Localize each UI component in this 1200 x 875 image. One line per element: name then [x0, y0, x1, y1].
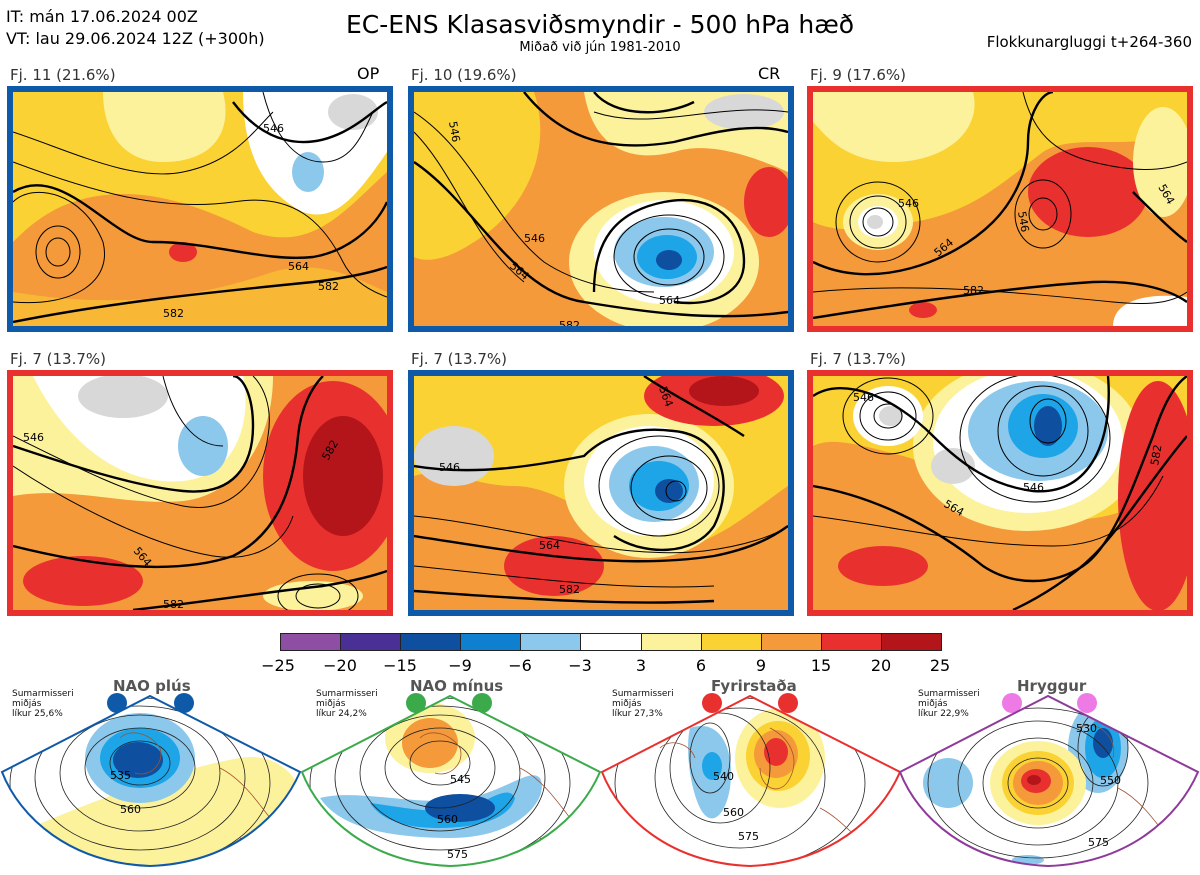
- regime-4-note: Sumarmisseri miðjás líkur 22,9%: [918, 689, 980, 719]
- regime-2-map: 545 560 575: [300, 688, 602, 871]
- regime-3-title: Fyrirstaða: [711, 677, 797, 695]
- regime-4-contour-b: 550: [1100, 774, 1121, 787]
- regime-1-title: NAO plús: [113, 677, 191, 695]
- panel-4-label: Fj. 7 (13.7%): [10, 350, 106, 368]
- colorbar-swatch: [641, 634, 702, 650]
- regime-3-map: 540 560 575: [600, 688, 902, 871]
- colorbar-swatch: [461, 634, 522, 650]
- panel-1-contour-546: 546: [263, 122, 284, 135]
- colorbar-swatch: [521, 634, 582, 650]
- panel-3-contour-546a: 546: [898, 197, 919, 210]
- colorbar-tick: −15: [383, 656, 417, 675]
- regime-2-contour-b: 560: [437, 813, 458, 826]
- page-title: EC-ENS Klasasviðsmyndir - 500 hPa hæð: [345, 10, 855, 39]
- colorbar-swatch: [821, 634, 882, 650]
- colorbar-tick: 9: [755, 656, 767, 675]
- panel-6-contour-546b: 546: [1023, 481, 1044, 494]
- colorbar-tick: −9: [448, 656, 472, 675]
- colorbar-tick: 3: [635, 656, 647, 675]
- valid-time: VT: lau 29.06.2024 12Z (+300h): [6, 29, 265, 48]
- regime-1-map: 535 560: [0, 688, 302, 871]
- colorbar-tick: −20: [323, 656, 357, 675]
- panel-6-contour-582: 582: [1148, 444, 1164, 467]
- regime-3-contour-c: 575: [738, 830, 759, 843]
- panel-2-contour-582: 582: [559, 319, 580, 326]
- regime-4-title: Hryggur: [1017, 677, 1087, 695]
- panel-3-contour-546b: 546: [1015, 210, 1031, 233]
- regime-2-contour-c: 575: [447, 848, 468, 861]
- regime-1-contour-a: 535: [110, 769, 131, 782]
- panel-1-label: Fj. 11 (21.6%): [10, 66, 116, 84]
- cluster-map-2: 546 546 564 564 582: [408, 86, 794, 332]
- panel-4-contour-582b: 582: [163, 598, 184, 610]
- regime-1-note: Sumarmisseri miðjás líkur 25,6%: [12, 689, 74, 719]
- regime-2-contour-a: 545: [450, 773, 471, 786]
- panel-3-contour-582: 582: [963, 284, 984, 297]
- colorbar-swatch: [881, 634, 942, 650]
- colorbar-tick: 6: [695, 656, 707, 675]
- panel-2-label: Fj. 10 (19.6%): [411, 66, 517, 84]
- panel-1-contour-564: 564: [288, 260, 309, 273]
- regime-4-marker: [1002, 693, 1022, 713]
- panel-5-contour-546: 546: [439, 461, 460, 474]
- page-subtitle: Miðað við jún 1981-2010: [519, 40, 681, 55]
- regime-4-contour-a: 530: [1076, 722, 1097, 735]
- regime-2-marker: [406, 693, 426, 713]
- colorbar-swatch: [581, 634, 642, 650]
- panel-2-contour-546a: 546: [446, 120, 462, 143]
- colorbar-tick: 20: [870, 656, 892, 675]
- colorbar-tick: 15: [810, 656, 832, 675]
- regime-4-marker: [1077, 693, 1097, 713]
- colorbar-swatch: [401, 634, 462, 650]
- header-info: IT: mán 17.06.2024 00Z VT: lau 29.06.202…: [6, 6, 265, 50]
- cluster-map-4: 546 564 582 582: [7, 370, 393, 616]
- panel-5-contour-582: 582: [559, 583, 580, 596]
- regime-2-title: NAO mínus: [410, 677, 504, 695]
- panel-2-contour-546b: 546: [524, 232, 545, 245]
- panel-1-contour-582a: 582: [318, 280, 339, 293]
- initial-time: IT: mán 17.06.2024 00Z: [6, 7, 198, 26]
- panel-2-contour-564b: 564: [659, 294, 680, 307]
- panel-1-tag: OP: [357, 64, 380, 83]
- panel-3-label: Fj. 9 (17.6%): [810, 66, 906, 84]
- regime-1-marker: [107, 693, 127, 713]
- panel-2-tag: CR: [758, 64, 781, 83]
- colorbar-tick: −25: [261, 656, 295, 675]
- regime-3-contour-a: 540: [713, 770, 734, 783]
- panel-6-label: Fj. 7 (13.7%): [810, 350, 906, 368]
- regime-3-note: Sumarmisseri miðjás líkur 27,3%: [612, 689, 674, 719]
- regime-4-contour-c: 575: [1088, 836, 1109, 849]
- regime-3-marker: [778, 693, 798, 713]
- regime-2-note: Sumarmisseri miðjás líkur 24,2%: [316, 689, 378, 719]
- regime-2-marker: [472, 693, 492, 713]
- panel-6-contour-546a: 546: [853, 391, 874, 404]
- cluster-map-6: 546 546 564 582: [807, 370, 1193, 616]
- cluster-map-3: 546 546 564 582 564: [807, 86, 1193, 332]
- colorbar-tick: −6: [508, 656, 532, 675]
- colorbar-swatch: [761, 634, 822, 650]
- cluster-map-1: 546 564 582 582: [7, 86, 393, 332]
- panel-5-contour-564a: 564: [539, 539, 560, 552]
- panel-1-contour-582b: 582: [163, 307, 184, 320]
- regime-4-map: 530 550 575: [898, 688, 1200, 871]
- regime-1-marker: [174, 693, 194, 713]
- colorbar-swatch: [281, 634, 342, 650]
- colorbar-tick: 25: [929, 656, 951, 675]
- classification-window: Flokkunargluggi t+264-360: [986, 33, 1192, 51]
- panel-5-label: Fj. 7 (13.7%): [411, 350, 507, 368]
- regime-1-contour-b: 560: [120, 803, 141, 816]
- colorbar-tick: −3: [568, 656, 592, 675]
- cluster-map-5: 546 564 582 564: [408, 370, 794, 616]
- regime-3-marker: [702, 693, 722, 713]
- colorbar-swatch: [341, 634, 402, 650]
- regime-3-contour-b: 560: [723, 806, 744, 819]
- panel-4-contour-546: 546: [23, 431, 44, 444]
- anomaly-colorbar: [280, 633, 942, 651]
- colorbar-swatch: [701, 634, 762, 650]
